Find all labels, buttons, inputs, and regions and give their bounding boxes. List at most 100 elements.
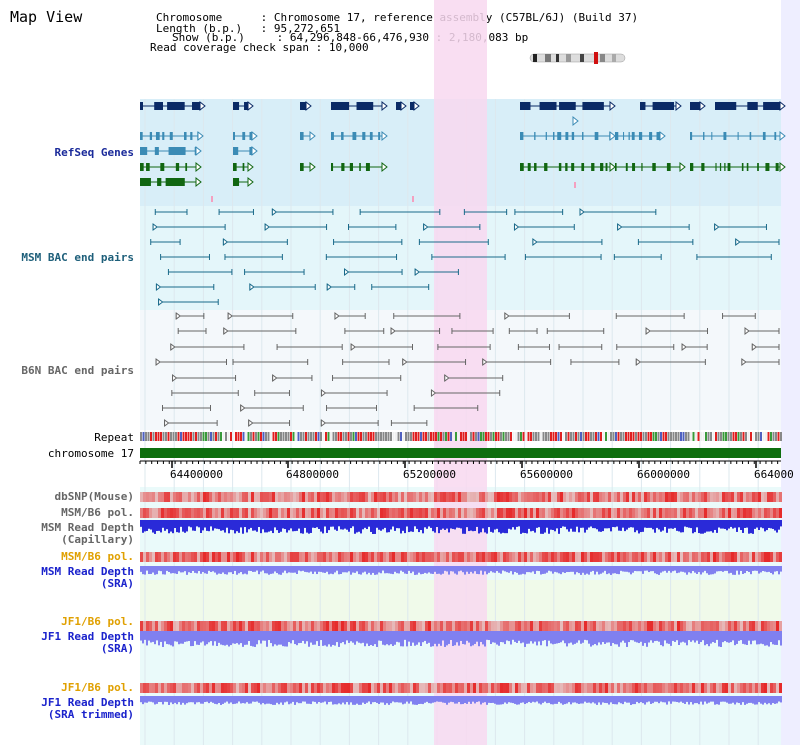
polymorphism-bin bbox=[551, 552, 554, 562]
polymorphism-bin bbox=[761, 683, 764, 693]
polymorphism-bin bbox=[773, 492, 776, 502]
polymorphism-bin bbox=[323, 552, 326, 562]
depth-bin bbox=[502, 631, 504, 643]
depth-bin bbox=[530, 696, 532, 703]
depth-bin bbox=[538, 696, 540, 704]
polymorphism-bin bbox=[338, 683, 341, 693]
polymorphism-bin bbox=[644, 621, 647, 631]
polymorphism-bin bbox=[740, 492, 743, 502]
polymorphism-bin bbox=[464, 492, 467, 502]
depth-bin bbox=[248, 696, 250, 704]
depth-bin bbox=[224, 696, 226, 703]
depth-bin bbox=[338, 696, 340, 704]
repeat-element bbox=[270, 432, 272, 441]
polymorphism-bin bbox=[272, 552, 275, 562]
polymorphism-bin bbox=[728, 508, 731, 518]
polymorphism-bin bbox=[596, 492, 599, 502]
polymorphism-bin bbox=[167, 621, 170, 631]
depth-bin bbox=[258, 631, 260, 641]
depth-bin bbox=[234, 520, 236, 534]
depth-bin bbox=[152, 566, 154, 573]
polymorphism-bin bbox=[272, 683, 275, 693]
depth-bin bbox=[188, 696, 190, 703]
depth-bin bbox=[754, 696, 756, 705]
polymorphism-bin bbox=[383, 621, 386, 631]
depth-bin bbox=[344, 631, 346, 645]
polymorphism-bin bbox=[380, 508, 383, 518]
depth-bin bbox=[164, 696, 166, 702]
polymorphism-bin bbox=[548, 508, 551, 518]
repeat-element bbox=[287, 432, 290, 441]
depth-bin bbox=[276, 696, 278, 703]
depth-bin bbox=[656, 696, 658, 702]
polymorphism-bin bbox=[329, 552, 332, 562]
polymorphism-bin bbox=[659, 683, 662, 693]
repeat-element bbox=[217, 432, 220, 441]
depth-bin bbox=[474, 696, 476, 704]
polymorphism-bin bbox=[158, 621, 161, 631]
polymorphism-bin bbox=[722, 552, 725, 562]
polymorphism-bin bbox=[413, 492, 416, 502]
polymorphism-bin bbox=[182, 508, 185, 518]
polymorphism-bin bbox=[155, 492, 158, 502]
gene-exon bbox=[167, 102, 185, 110]
depth-bin bbox=[246, 696, 248, 703]
polymorphism-bin bbox=[560, 508, 563, 518]
gene-exon bbox=[600, 163, 604, 171]
polymorphism-bin bbox=[299, 552, 302, 562]
depth-bin bbox=[442, 696, 444, 703]
polymorphism-bin bbox=[380, 683, 383, 693]
depth-bin bbox=[398, 520, 400, 529]
depth-bin bbox=[430, 566, 432, 574]
polymorphism-bin bbox=[206, 621, 209, 631]
polymorphism-bin bbox=[707, 552, 710, 562]
depth-bin bbox=[370, 566, 372, 575]
polymorphism-bin bbox=[509, 508, 512, 518]
depth-bin bbox=[276, 520, 278, 531]
depth-bin bbox=[520, 696, 522, 703]
gene-strand-arrow bbox=[305, 100, 312, 112]
depth-bin bbox=[472, 566, 474, 574]
depth-bin bbox=[296, 566, 298, 574]
depth-bin bbox=[494, 696, 496, 704]
depth-bin bbox=[262, 566, 264, 571]
repeat-element bbox=[267, 432, 270, 441]
repeat-element bbox=[687, 432, 690, 441]
polymorphism-bin bbox=[641, 621, 644, 631]
polymorphism-bin bbox=[488, 508, 491, 518]
depth-bin bbox=[768, 696, 770, 704]
repeat-element bbox=[482, 432, 485, 441]
polymorphism-bin bbox=[719, 683, 722, 693]
polymorphism-bin bbox=[317, 621, 320, 631]
polymorphism-bin bbox=[407, 621, 410, 631]
polymorphism-bin bbox=[518, 621, 521, 631]
polymorphism-bin bbox=[269, 508, 272, 518]
depth-bin bbox=[696, 566, 698, 574]
depth-bin bbox=[564, 696, 566, 705]
depth-bin bbox=[662, 631, 664, 647]
depth-bin bbox=[768, 520, 770, 528]
depth-bin bbox=[170, 566, 172, 574]
polymorphism-bin bbox=[746, 492, 749, 502]
polymorphism-bin bbox=[347, 683, 350, 693]
polymorphism-bin bbox=[779, 552, 782, 562]
polymorphism-bin bbox=[587, 683, 590, 693]
depth-bin bbox=[740, 631, 742, 641]
depth-bin bbox=[310, 631, 312, 643]
polymorphism-bin bbox=[164, 621, 167, 631]
polymorphism-bin bbox=[758, 621, 761, 631]
polymorphism-bin bbox=[281, 492, 284, 502]
repeat-element bbox=[665, 432, 667, 441]
depth-bin bbox=[206, 566, 208, 574]
depth-bin bbox=[714, 566, 716, 574]
polymorphism-bin bbox=[149, 508, 152, 518]
depth-bin bbox=[578, 631, 580, 641]
gene-exon bbox=[605, 163, 608, 171]
depth-bin bbox=[668, 566, 670, 571]
depth-bin bbox=[168, 696, 170, 705]
repeat-element bbox=[490, 432, 492, 441]
depth-bin bbox=[384, 631, 386, 646]
polymorphism-bin bbox=[719, 621, 722, 631]
polymorphism-bin bbox=[410, 508, 413, 518]
